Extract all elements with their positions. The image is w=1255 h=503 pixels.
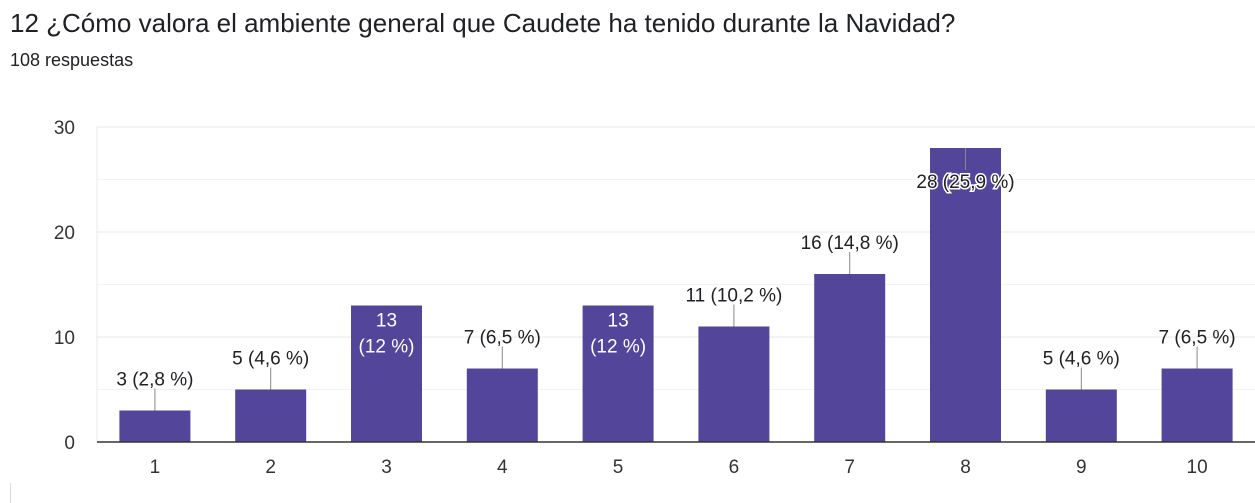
data-label: 11 (10,2 %) [685,286,782,307]
x-tick-label: 1 [150,457,161,478]
data-label: 7 (6,5 %) [464,328,541,349]
bar[interactable] [582,305,654,443]
x-tick-label: 3 [381,457,392,478]
data-label: 7 (6,5 %) [1159,328,1236,349]
x-tick-label: 2 [265,457,276,478]
data-label: 13 [608,311,629,332]
data-label: 3 (2,8 %) [116,370,193,391]
x-tick-label: 8 [960,457,971,478]
x-tick-label: 5 [613,457,624,478]
data-labels-group: 3 (2,8 %) 5 (4,6 %) 13 (12 %) 7 (6,5 %) 13 (12… [116,148,1236,411]
divider [10,483,11,503]
x-tick-label: 4 [497,457,508,478]
bars-group [119,148,1233,443]
y-tick-label: 20 [54,223,75,244]
bar[interactable] [1161,368,1233,443]
data-label: 5 (4,6 %) [232,349,309,370]
data-label: 16 (14,8 %) [801,233,899,254]
bar[interactable] [235,389,307,443]
data-label: 28 (25,9 %) [916,172,1014,193]
bar[interactable] [351,305,422,443]
bar[interactable] [466,368,538,443]
bar[interactable] [930,148,1001,442]
data-label: (12 %) [359,337,415,358]
bar[interactable] [814,274,886,442]
axes: 0 10 20 30 1 2 3 4 5 6 7 8 9 10 [54,118,1255,478]
x-tick-label: 7 [844,457,855,478]
response-count: 108 respuestas [10,50,134,70]
data-label: 5 (4,6 %) [1043,349,1120,370]
data-label: (12 %) [590,337,646,358]
bar[interactable] [119,410,191,443]
x-tick-label: 9 [1076,457,1087,478]
x-tick-label: 6 [729,457,740,478]
y-tick-label: 0 [64,433,75,454]
chart-title: 12 ¿Cómo valora el ambiente general que … [10,8,956,38]
bar[interactable] [698,326,770,443]
y-tick-label: 30 [54,118,75,139]
data-label: 13 [376,311,397,332]
x-tick-label: 10 [1187,457,1208,478]
bar[interactable] [1045,389,1117,443]
y-tick-label: 10 [54,328,75,349]
